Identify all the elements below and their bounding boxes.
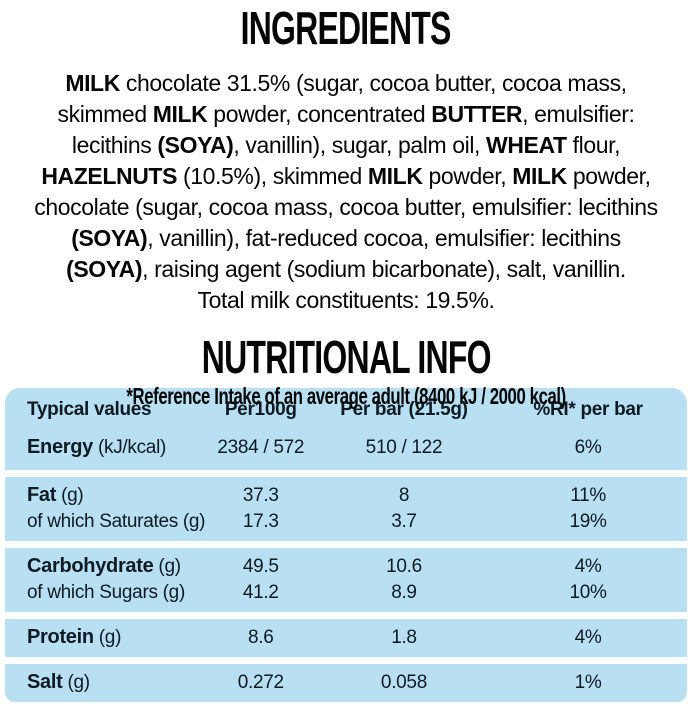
row-label: Energy (kJ/kcal) — [27, 436, 167, 458]
reference-intake-footnote: *Reference Intake of an average adult (8… — [0, 383, 692, 409]
value-per-bar: 8 — [398, 484, 410, 506]
table-row: of which Sugars (g) 41.2 8.9 10% — [5, 580, 687, 606]
ingredients-line: MILK chocolate 31.5% (sugar, cocoa butte… — [65, 70, 627, 96]
value-ri-per-bar: 4% — [574, 555, 602, 577]
column-header: Per100g — [224, 399, 297, 420]
row-label: Fat (g) — [27, 484, 84, 506]
ingredients-line: skimmed MILK powder, concentrated BUTTER… — [57, 101, 635, 127]
value-ri-per-bar: 6% — [574, 436, 602, 458]
table-group: Salt (g) 0.272 0.058 1% — [5, 664, 687, 702]
table-row: of which Saturates (g) 17.3 3.7 19% — [5, 509, 687, 535]
ingredients-text: MILK chocolate 31.5% (sugar, cocoa butte… — [0, 68, 692, 316]
nutrition-title: NUTRITIONAL INFO — [201, 331, 492, 384]
value-per-bar: 510 / 122 — [365, 436, 443, 458]
value-per-100g: 17.3 — [242, 511, 279, 532]
table-row: Protein (g) 8.6 1.8 4% — [5, 624, 687, 651]
ingredients-line: HAZELNUTS (10.5%), skimmed MILK powder, … — [41, 163, 651, 189]
value-per-100g: 37.3 — [242, 484, 279, 506]
value-ri-per-bar: 11% — [570, 484, 606, 506]
row-label: Protein (g) — [27, 626, 122, 648]
table-group: Typical values Per100g Per bar (21.5g) %RI*… — [5, 388, 687, 470]
ingredients-title: INGREDIENTS — [241, 2, 452, 55]
table-row: Energy (kJ/kcal) 2384 / 572 510 / 122 6% — [5, 434, 687, 461]
table-header-row: Typical values Per100g Per bar (21.5g) %RI*… — [5, 397, 687, 423]
column-header: %RI* per bar — [533, 399, 643, 420]
value-per-bar: 0.058 — [380, 671, 427, 693]
table-row: Carbohydrate (g) 49.5 10.6 4% — [5, 553, 687, 580]
nutrition-table: Typical values Per100g Per bar (21.5g) %RI*… — [5, 388, 687, 702]
value-per-bar: 8.9 — [391, 582, 417, 603]
column-header: Typical values — [27, 399, 152, 420]
ingredients-line: (SOYA), raising agent (sodium bicarbonat… — [66, 256, 626, 282]
reference-intake-text: *Reference Intake of an average adult (8… — [126, 383, 566, 410]
value-ri-per-bar: 1% — [574, 671, 602, 693]
row-label: of which Sugars (g) — [27, 582, 185, 603]
ingredients-line: lecithins (SOYA), vanillin), sugar, palm… — [71, 132, 621, 158]
table-group: Carbohydrate (g) 49.5 10.6 4% of which Sugar… — [5, 548, 687, 612]
table-row: Fat (g) 37.3 8 11% — [5, 482, 687, 509]
row-label: Salt (g) — [27, 671, 90, 693]
value-ri-per-bar: 4% — [574, 626, 602, 648]
value-ri-per-bar: 10% — [569, 582, 607, 603]
ingredients-section-header: INGREDIENTS — [0, 0, 692, 51]
table-row: Salt (g) 0.272 0.058 1% — [5, 669, 687, 696]
row-label: Carbohydrate (g) — [27, 555, 181, 577]
row-label: of which Saturates (g) — [27, 511, 206, 532]
ingredients-line: (SOYA), vanillin), fat-reduced cocoa, em… — [71, 225, 621, 251]
value-per-100g: 0.272 — [237, 671, 284, 693]
value-per-100g: 49.5 — [242, 555, 279, 577]
value-ri-per-bar: 19% — [569, 511, 607, 532]
ingredients-line: Total milk constituents: 19.5%. — [197, 287, 495, 313]
table-group: Fat (g) 37.3 8 11% of which Saturates (g) 17.… — [5, 477, 687, 541]
nutrition-section-header: NUTRITIONAL INFO — [0, 316, 692, 380]
value-per-bar: 1.8 — [391, 626, 417, 648]
table-group: Protein (g) 8.6 1.8 4% — [5, 619, 687, 657]
value-per-bar: 3.7 — [391, 511, 417, 532]
column-header: Per bar (21.5g) — [340, 399, 468, 420]
ingredients-line: chocolate (sugar, cocoa mass, cocoa butt… — [34, 194, 658, 220]
value-per-100g: 41.2 — [242, 582, 279, 603]
value-per-bar: 10.6 — [386, 555, 422, 577]
value-per-100g: 2384 / 572 — [217, 436, 305, 458]
value-per-100g: 8.6 — [247, 626, 274, 648]
